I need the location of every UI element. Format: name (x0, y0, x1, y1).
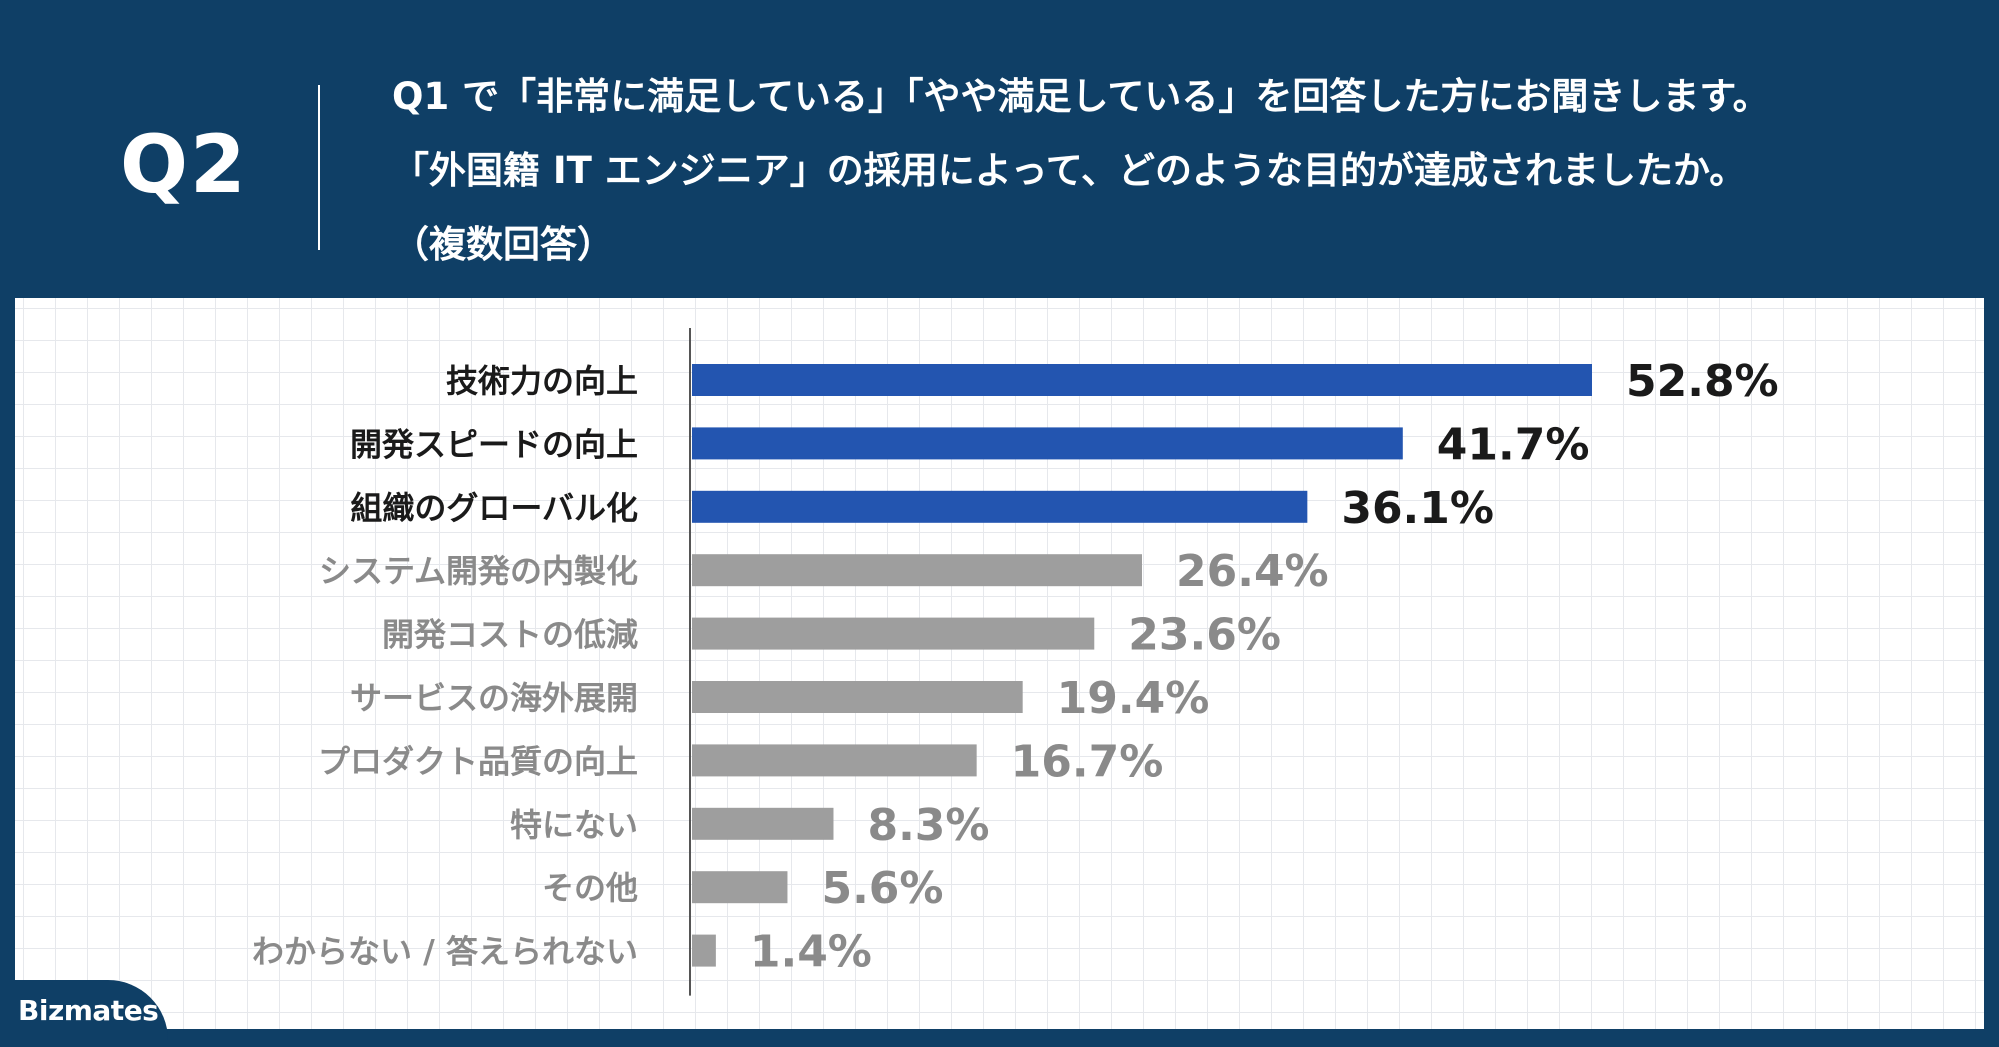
category-label: プロダクト品質の向上 (318, 742, 638, 780)
category-label: サービスの海外展開 (350, 679, 638, 717)
category-label: わからない / 答えられない (252, 933, 638, 971)
value-label: 52.8% (1626, 356, 1779, 407)
category-label: 開発コストの低減 (382, 616, 638, 654)
brand-logo: Bizmates (18, 994, 159, 1027)
header-divider (318, 85, 320, 250)
category-label: システム開発の内製化 (319, 552, 638, 590)
bar (692, 490, 1308, 523)
bar (692, 744, 977, 777)
category-label: 開発スピードの向上 (350, 425, 638, 463)
bar (692, 807, 834, 840)
category-label: 組織のグローバル化 (350, 489, 638, 527)
bar (692, 871, 788, 904)
value-label: 19.4% (1057, 673, 1210, 724)
category-label: 特にない (510, 806, 638, 844)
bar (692, 364, 1592, 396)
bar (692, 934, 716, 967)
category-label: 技術力の向上 (446, 362, 638, 400)
bar (692, 554, 1142, 587)
category-label: その他 (542, 869, 638, 907)
bar (692, 681, 1023, 713)
value-label: 26.4% (1176, 546, 1329, 597)
value-label: 8.3% (867, 800, 989, 851)
value-label: 5.6% (821, 863, 943, 914)
brand-tab (0, 980, 168, 1047)
question-line-2: 「外国籍 IT エンジニア」の採用によって、どのような目的が達成されましたか。 (392, 149, 1747, 192)
chart-panel: 技術力の向上 52.8% 開発スピードの向上 41.7% 組織のグローバル化 36.1% シ… (15, 298, 1984, 1029)
bar (692, 427, 1403, 460)
value-label: 36.1% (1341, 483, 1494, 534)
question-text: Q1 で「非常に満足している」「やや満足している」を回答した方にお聞きします。 … (392, 60, 1972, 282)
bar-chart: 技術力の向上 52.8% 開発スピードの向上 41.7% 組織のグローバル化 36.1% シ… (252, 328, 1779, 996)
question-line-1: Q1 で「非常に満足している」「やや満足している」を回答した方にお聞きします。 (392, 75, 1770, 118)
value-label: 16.7% (1011, 736, 1164, 787)
question-number: Q2 (120, 118, 248, 211)
value-label: 23.6% (1128, 610, 1281, 661)
value-label: 1.4% (750, 927, 872, 978)
bar (692, 617, 1095, 650)
value-label: 41.7% (1437, 419, 1590, 470)
question-line-3: （複数回答） (392, 223, 614, 266)
